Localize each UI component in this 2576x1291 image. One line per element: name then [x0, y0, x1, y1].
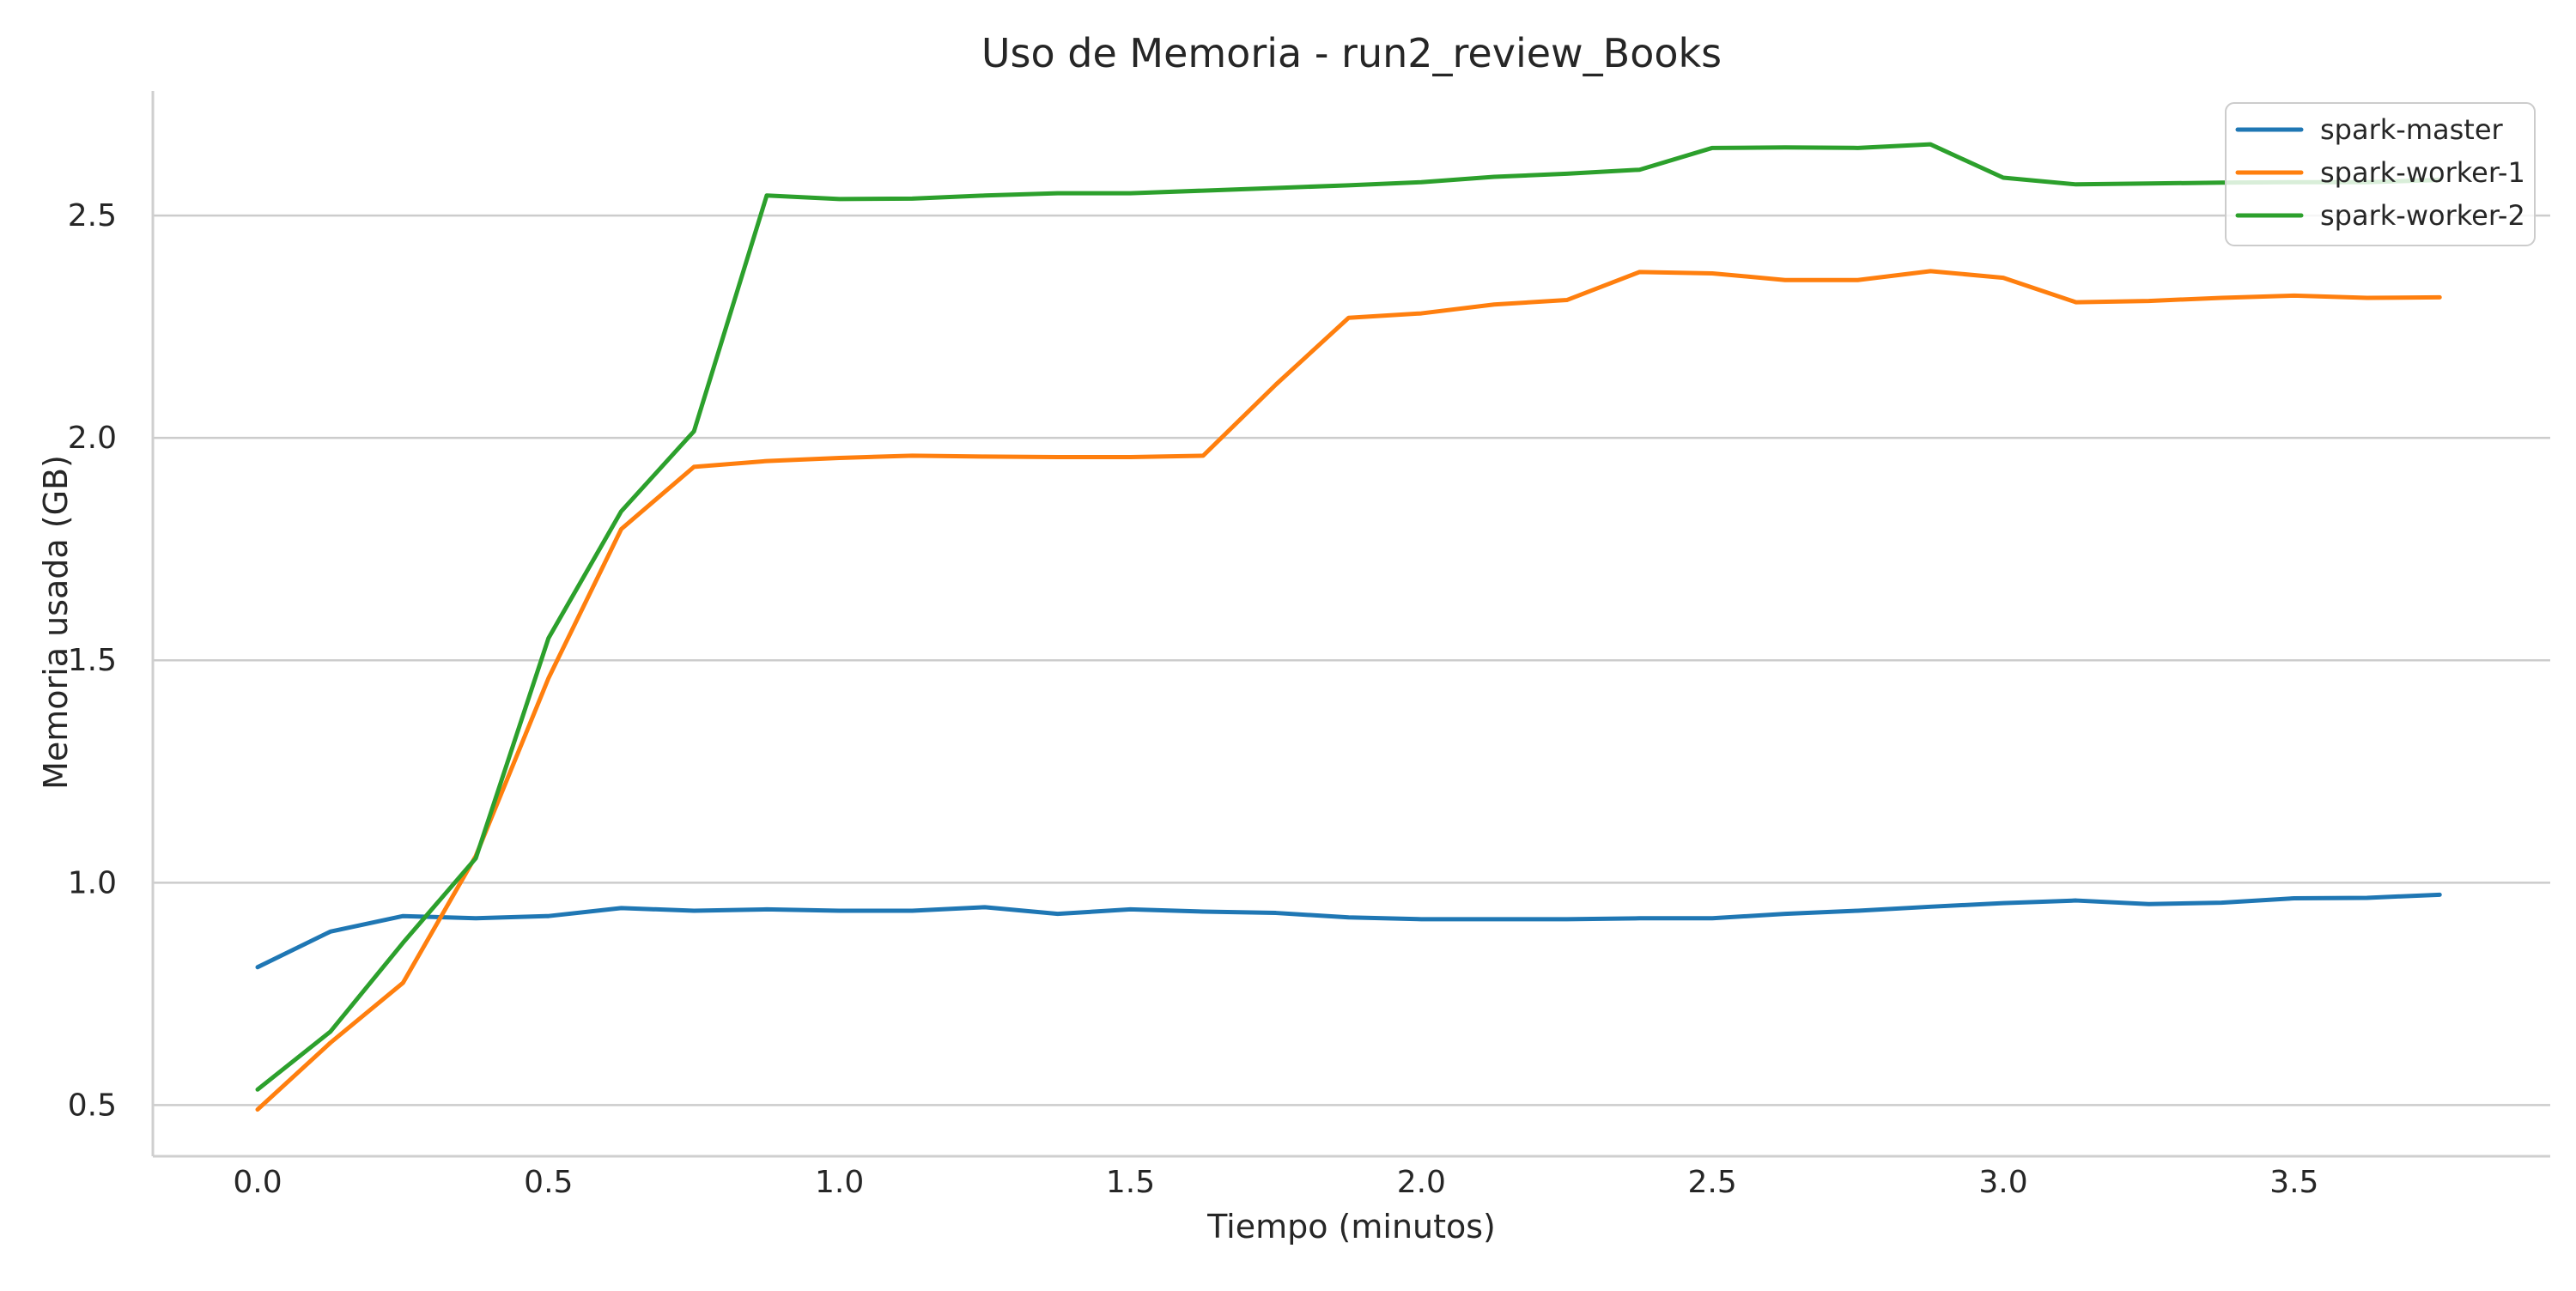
y-axis-label: Memoria usada (GB)	[37, 455, 75, 790]
y-tick-label: 2.0	[68, 421, 117, 456]
x-tick-label: 1.0	[815, 1165, 864, 1200]
series-line-spark-worker-2	[255, 142, 2442, 1092]
y-tick-label: 0.5	[68, 1088, 117, 1123]
x-tick-label: 2.5	[1688, 1165, 1737, 1200]
series-line-spark-master	[255, 892, 2442, 970]
y-tick-label: 1.0	[68, 865, 117, 900]
legend-label: spark-worker-1	[2320, 156, 2525, 189]
legend-frame	[2225, 102, 2536, 246]
x-tick-label: 0.5	[524, 1165, 573, 1200]
legend-label: spark-master	[2320, 113, 2504, 146]
chart-title: Uso de Memoria - run2_review_Books	[981, 30, 1722, 76]
y-tick-label: 1.5	[68, 643, 117, 678]
tick-labels: 0.5 1.0 1.5 2.0 2.5 0.0 0.5 1.0 1.5 2.0 2.5 3.0 3.5	[68, 198, 2319, 1200]
x-tick-label: 1.5	[1106, 1165, 1155, 1200]
series	[255, 142, 2442, 1112]
axes	[151, 91, 2550, 1158]
x-tick-label: 2.0	[1397, 1165, 1446, 1200]
legend-label: spark-worker-2	[2320, 199, 2525, 232]
x-tick-label: 3.0	[1978, 1165, 2027, 1200]
grid	[153, 214, 2550, 1106]
x-tick-label: 0.0	[233, 1165, 282, 1200]
series-line-spark-worker-1	[255, 269, 2442, 1112]
x-axis-label: Tiempo (minutos)	[1206, 1208, 1496, 1246]
y-tick-label: 2.5	[68, 198, 117, 233]
legend: spark-master spark-worker-1 spark-worker-2	[2225, 102, 2536, 246]
x-tick-label: 3.5	[2269, 1165, 2318, 1200]
